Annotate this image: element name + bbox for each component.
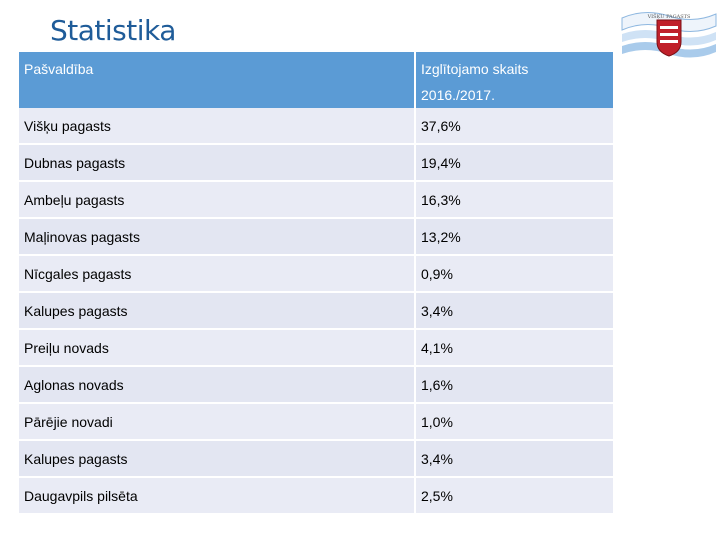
municipality-cell: Dubnas pagasts bbox=[19, 144, 416, 182]
header-students: Izglītojamo skaits 2016./2017. bbox=[415, 52, 613, 108]
municipality-cell: Maļinovas pagasts bbox=[19, 218, 416, 256]
percent-cell: 0,9% bbox=[415, 255, 613, 293]
page-title: Statistika bbox=[50, 14, 176, 47]
municipality-cell: Daugavpils pilsēta bbox=[19, 477, 416, 515]
table-row: Daugavpils pilsēta 2,5% bbox=[19, 477, 613, 515]
table-row: Maļinovas pagasts 13,2% bbox=[19, 218, 613, 256]
table-row: Višķu pagasts 37,6% bbox=[19, 108, 613, 145]
percent-cell: 1,6% bbox=[415, 366, 613, 404]
percent-cell: 3,4% bbox=[415, 440, 613, 478]
logo-text: VIŠĶU PAGASTS bbox=[647, 12, 691, 20]
table-header-row: Pašvaldība Izglītojamo skaits 2016./2017. bbox=[19, 52, 613, 108]
municipality-cell: Ambeļu pagasts bbox=[19, 181, 416, 219]
statistics-table: Pašvaldība Izglītojamo skaits 2016./2017.… bbox=[19, 52, 613, 515]
table-row: Nīcgales pagasts 0,9% bbox=[19, 255, 613, 293]
percent-cell: 4,1% bbox=[415, 329, 613, 367]
percent-cell: 2,5% bbox=[415, 477, 613, 515]
logo-shield-stripe bbox=[660, 26, 678, 29]
table-row: Kalupes pagasts 3,4% bbox=[19, 292, 613, 330]
logo-shield-stripe bbox=[660, 40, 678, 43]
percent-cell: 3,4% bbox=[415, 292, 613, 330]
table-row: Ambeļu pagasts 16,3% bbox=[19, 181, 613, 219]
municipality-cell: Pārējie novadi bbox=[19, 403, 416, 441]
header-students-line1: Izglītojamo skaits bbox=[421, 61, 529, 77]
table-row: Preiļu novads 4,1% bbox=[19, 329, 613, 367]
header-municipality: Pašvaldība bbox=[19, 52, 416, 108]
percent-cell: 1,0% bbox=[415, 403, 613, 441]
table-row: Pārējie novadi 1,0% bbox=[19, 403, 613, 441]
header-students-line2: 2016./2017. bbox=[421, 87, 495, 103]
municipality-logo: VIŠĶU PAGASTS bbox=[621, 12, 717, 58]
municipality-cell: Višķu pagasts bbox=[19, 108, 416, 145]
municipality-cell: Aglonas novads bbox=[19, 366, 416, 404]
municipality-cell: Preiļu novads bbox=[19, 329, 416, 367]
table-row: Aglonas novads 1,6% bbox=[19, 366, 613, 404]
percent-cell: 19,4% bbox=[415, 144, 613, 182]
percent-cell: 13,2% bbox=[415, 218, 613, 256]
municipality-cell: Kalupes pagasts bbox=[19, 292, 416, 330]
table-row: Kalupes pagasts 3,4% bbox=[19, 440, 613, 478]
table-row: Dubnas pagasts 19,4% bbox=[19, 144, 613, 182]
municipality-cell: Nīcgales pagasts bbox=[19, 255, 416, 293]
percent-cell: 16,3% bbox=[415, 181, 613, 219]
logo-shield-icon bbox=[656, 19, 682, 57]
percent-cell: 37,6% bbox=[415, 108, 613, 145]
logo-shield-stripe bbox=[660, 33, 678, 36]
municipality-cell: Kalupes pagasts bbox=[19, 440, 416, 478]
